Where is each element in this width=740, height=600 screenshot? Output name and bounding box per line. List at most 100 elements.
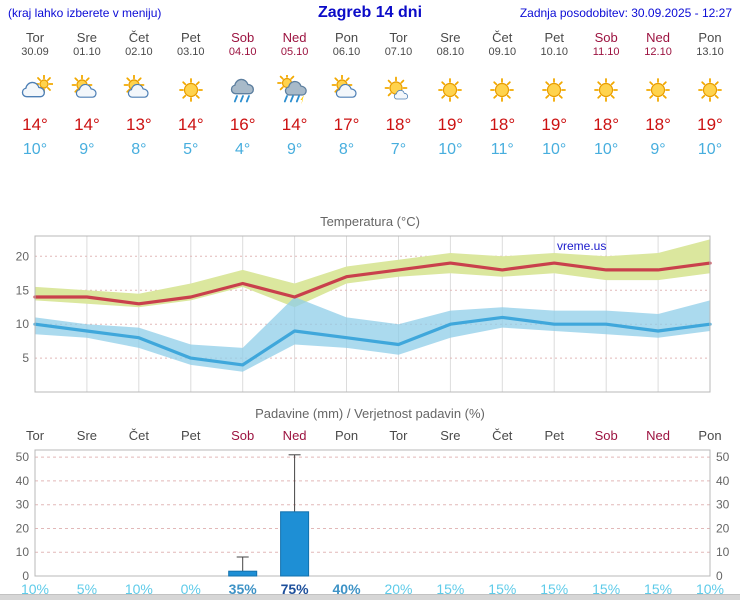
svg-text:15: 15 [16,283,30,297]
weather-sunny-icon [476,67,528,113]
day-high-temp: 14° [74,115,100,134]
day-low-temp: 7° [390,141,407,158]
day-date: 12.10 [644,46,672,58]
day-high-temp: 16° [229,115,256,134]
forecast-day-03-10[interactable]: Pet 03.10 14° 5° [165,30,217,159]
day-low-temp: 10° [438,141,463,158]
precip-probability: 35% [228,581,257,597]
day-date: 01.10 [73,46,101,58]
precipitation-chart-title: Padavine (mm) / Verjetnost padavin (%) [255,406,485,421]
precip-probability: 15% [644,581,673,597]
forecast-day-05-10[interactable]: Ned 05.10 14° 9° [269,30,321,159]
forecast-day-13-10[interactable]: Pon 13.10 19° 10° [684,30,736,159]
precipitation-probability-row: 10% 5% 10% 0% 35% 75% 40% 20% 15% 15% 15% 15% 15% 10% [0,581,740,599]
day-high-temp: 18° [385,115,412,134]
forecast-day-06-10[interactable]: Pon 06.10 17° 8° [321,30,373,159]
weather-rain-sun-icon [269,67,321,113]
svg-text:0: 0 [716,569,723,583]
precip-day-label: Sob [594,428,618,443]
precip-probability: 20% [384,581,413,597]
forecast-day-07-10[interactable]: Tor 07.10 18° 7° [372,30,424,159]
precip-bar [280,511,310,577]
forecast-day-08-10[interactable]: Sre 08.10 19° 10° [424,30,476,159]
last-updated-timestamp: Zadnja posodobitev: 30.09.2025 - 12:27 [519,6,732,20]
day-low-temp: 10° [594,141,619,158]
forecast-day-04-10[interactable]: Sob 04.10 16° 4° [217,30,269,159]
page-title: Zagreb 14 dni [317,4,423,21]
day-name: Ned [646,30,670,45]
day-high-temp: 18° [489,115,516,134]
precip-day-label: Tor [389,428,408,443]
svg-text:30: 30 [716,498,730,512]
weather-sunny-icon [424,67,476,113]
day-date: 10.10 [540,46,568,58]
day-high-temp: 18° [593,115,619,134]
precip-day-label: Sre [76,428,98,443]
svg-text:10: 10 [716,545,730,559]
svg-text:10: 10 [16,545,30,559]
forecast-day-30-09[interactable]: Tor 30.09 14° 10° [9,30,61,159]
day-name: Tor [25,30,45,45]
day-date: 13.10 [696,46,724,58]
weather-partly-cloudy-icon [113,67,165,113]
forecast-day-02-10[interactable]: Čet 02.10 13° 8° [113,30,165,159]
precip-day-label: Sob [231,428,255,443]
precip-day-label: Pet [544,428,564,443]
forecast-day-11-10[interactable]: Sob 11.10 18° 10° [580,30,632,159]
precip-day-label: Sre [440,428,461,443]
day-low-temp: 5° [183,141,199,158]
precip-probability: 15% [488,581,517,597]
precip-probability: 15% [436,581,465,597]
day-high-temp: 14° [281,115,308,134]
precip-day-label: Čet [492,428,513,443]
day-name: Pet [181,30,201,45]
day-date: 11.10 [592,46,620,58]
day-low-temp: 9° [79,141,95,158]
day-name: Sob [231,30,255,45]
precip-probability: 10% [124,581,153,597]
day-name: Pet [544,30,564,45]
day-high-temp: 19° [697,115,723,134]
precipitation-chart: 0 0 10 10 20 20 30 30 40 40 50 50 [16,449,730,583]
bottom-bar [0,594,740,600]
svg-text:20: 20 [16,249,30,263]
forecast-day-09-10[interactable]: Čet 09.10 18° 11° [476,30,528,159]
precip-probability: 40% [332,581,361,597]
day-high-temp: 17° [333,115,360,134]
day-date: 04.10 [228,46,257,58]
temperature-chart: 5 10 15 20 vreme.us [16,235,712,393]
precip-probability: 10% [695,581,725,597]
weather-sunny-icon [684,67,736,113]
day-high-temp: 13° [125,115,152,134]
precip-probability: 15% [592,581,621,597]
day-low-temp: 8° [131,141,147,158]
day-name: Čet [492,30,513,45]
precip-day-label: Pet [181,428,201,443]
day-high-temp: 19° [437,115,464,134]
day-low-temp: 9° [650,141,666,158]
forecast-day-01-10[interactable]: Sre 01.10 14° 9° [61,30,113,159]
day-date: 03.10 [177,46,205,58]
day-name: Sre [76,30,98,45]
day-low-temp: 10° [22,141,48,158]
precip-probability: 5% [76,581,98,597]
day-name: Sre [440,30,461,45]
weather-partly-cloudy-icon [61,67,113,113]
weather-mostly-cloudy-icon [9,67,61,113]
precip-probability: 0% [180,581,201,597]
weather-sunny-icon [632,67,684,113]
day-name: Ned [282,30,307,45]
forecast-day-12-10[interactable]: Ned 12.10 18° 9° [632,30,684,159]
day-date: 05.10 [280,46,309,58]
forecast-day-10-10[interactable]: Pet 10.10 19° 10° [528,30,580,159]
day-name: Čet [128,30,149,45]
watermark-vreme-us[interactable]: vreme.us [557,239,606,253]
weather-sunny-icon [580,67,632,113]
day-date: 07.10 [384,46,413,58]
precip-day-label: Čet [128,428,149,443]
precip-probability: 10% [20,581,50,597]
temperature-chart-title: Temperatura (°C) [320,214,420,229]
svg-text:0: 0 [22,569,29,583]
svg-text:40: 40 [716,474,730,488]
svg-text:20: 20 [16,522,30,536]
